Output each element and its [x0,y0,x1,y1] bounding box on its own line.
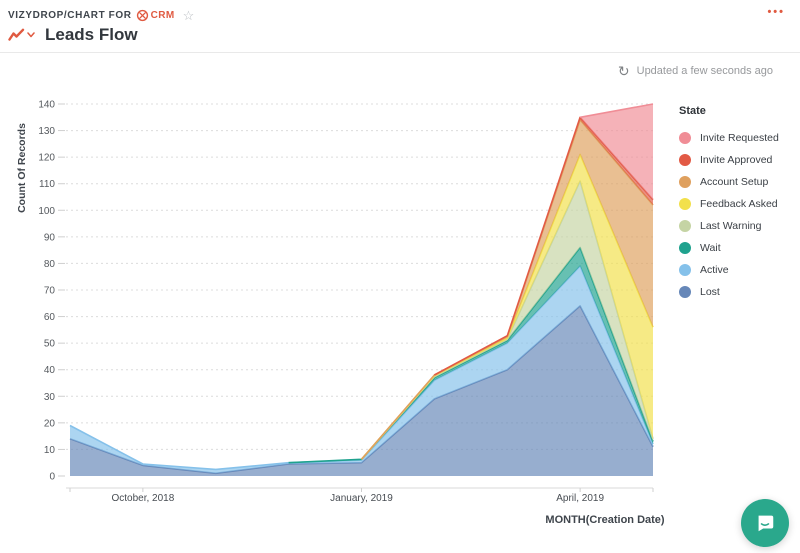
legend-item-lost[interactable]: Lost [679,281,797,303]
breadcrumb[interactable]: VIZYDROP/CHART FOR [8,9,132,21]
legend-item-active[interactable]: Active [679,259,797,281]
legend-label: Last Warning [700,220,762,232]
legend-items: Invite Requested Invite Approved Account S… [679,127,797,303]
legend-swatch-last-warning [679,220,691,232]
y-tick-label: 10 [44,445,56,456]
legend-label: Account Setup [700,176,769,188]
line-chart-icon [8,28,25,41]
y-tick-label: 140 [38,100,55,111]
legend-title: State [679,105,706,117]
y-tick-label: 100 [38,206,55,217]
edge-invite-requested [579,103,654,119]
updated-status: ↻ Updated a few seconds ago [618,64,773,78]
page-title: Leads Flow [45,25,138,44]
legend-item-invite-requested[interactable]: Invite Requested [679,127,797,149]
y-tick-label: 90 [44,232,56,243]
more-menu-button[interactable]: ••• [767,6,785,18]
legend-label: Feedback Asked [700,198,778,210]
breadcrumb-row: VIZYDROP/CHART FOR CRM ☆ [8,7,194,23]
legend-item-wait[interactable]: Wait [679,237,797,259]
legend: State Invite Requested Invite Approved Acc… [679,105,797,303]
legend-swatch-invite-requested [679,132,691,144]
legend-item-invite-approved[interactable]: Invite Approved [679,149,797,171]
legend-item-feedback-asked[interactable]: Feedback Asked [679,193,797,215]
legend-label: Wait [700,242,721,254]
y-tick-label: 60 [44,312,56,323]
legend-swatch-lost [679,286,691,298]
y-tick-label: 80 [44,259,56,270]
y-tick-label: 30 [44,392,56,403]
legend-label: Invite Requested [700,132,779,144]
crm-logo-icon [136,9,148,21]
legend-label: Active [700,264,729,276]
area-account-setup [70,119,653,470]
y-tick-label: 120 [38,153,55,164]
legend-swatch-account-setup [679,176,691,188]
y-tick-label: 110 [39,179,55,190]
chart-type-selector[interactable] [8,28,35,42]
title-row: Leads Flow [8,24,138,46]
legend-swatch-invite-approved [679,154,691,166]
y-tick-label: 50 [44,339,56,350]
y-tick-label: 70 [44,286,56,297]
y-tick-label: 0 [49,472,55,483]
x-tick-label: April, 2019 [556,493,604,504]
chevron-down-icon [27,32,35,38]
favorite-star-icon[interactable]: ☆ [182,7,195,23]
refresh-icon[interactable]: ↻ [617,63,630,79]
area-lost [70,305,653,476]
chat-button[interactable] [741,499,789,547]
legend-item-account-setup[interactable]: Account Setup [679,171,797,193]
legend-swatch-active [679,264,691,276]
legend-label: Invite Approved [700,154,773,166]
x-tick-label: January, 2019 [330,493,393,504]
y-tick-label: 20 [44,418,56,429]
legend-swatch-wait [679,242,691,254]
updated-text: Updated a few seconds ago [636,65,773,77]
y-axis-title: Count Of Records [16,123,28,213]
y-tick-label: 40 [44,365,56,376]
legend-item-last-warning[interactable]: Last Warning [679,215,797,237]
x-tick-label: October, 2018 [111,493,174,504]
x-axis-title: MONTH(Creation Date) [545,514,665,526]
chat-bubble-icon [758,515,774,532]
y-tick-label: 130 [38,126,55,137]
header-divider [0,52,800,53]
crm-app-link[interactable]: CRM [136,9,175,22]
legend-swatch-feedback-asked [679,198,691,210]
legend-label: Lost [700,286,720,298]
crm-app-label: CRM [150,9,175,21]
